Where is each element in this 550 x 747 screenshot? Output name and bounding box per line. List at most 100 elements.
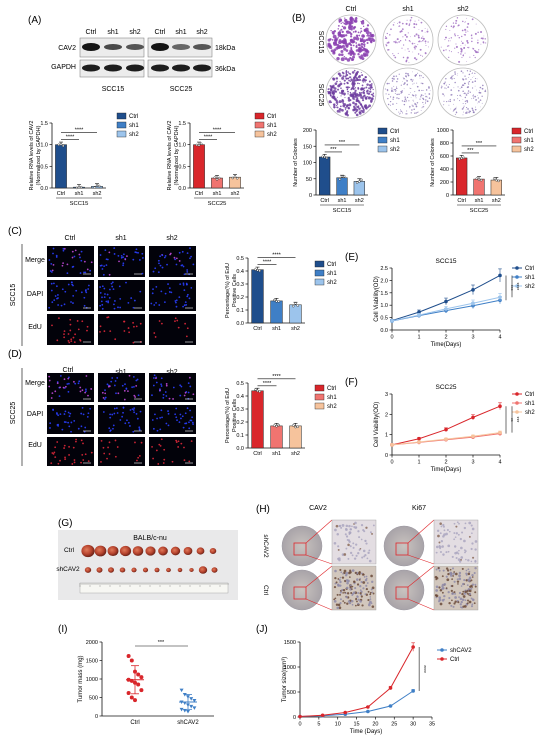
cell-nucleus [87,460,90,463]
y-axis-label: Percentage(%) of EdU [225,263,231,318]
colony-dot [404,34,407,36]
cell-nucleus [70,340,73,343]
colony-dot [415,33,418,36]
legend-swatch [377,127,388,135]
cell-nucleus [120,256,123,259]
legend-label: sh1 [129,123,139,129]
ihc-cell [456,521,459,524]
legend-label: Ctrl [450,657,459,663]
colony-dot [480,30,483,34]
colony-dot [347,90,349,93]
tumor-photo: BALB/c-nu Ctrl shCAV2 [56,530,238,600]
cell-nucleus [190,286,193,289]
cell-nucleus [103,296,106,299]
colony-dot [362,43,366,46]
colony-dot [413,35,416,37]
cell-nucleus [79,256,81,259]
cell-nucleus [160,377,163,380]
cell-nucleus [127,390,129,393]
colony-dot [425,101,427,103]
blot-band [151,43,169,51]
colony-dot [344,97,346,99]
ihc-cell [363,576,366,578]
ihc-col-label: CAV2 [309,505,327,512]
colony-dot [410,96,412,98]
cell-nucleus [189,385,192,388]
cell-nucleus [67,390,70,393]
colony-dot [368,38,371,40]
colony-dot [464,96,467,99]
edu-image-grid-scc25: Ctrl sh1 sh2 Merge DAPI EdU SCC25 [10,367,178,466]
cell-nucleus [80,461,82,464]
colony-dot [405,60,408,63]
colony-dot [403,88,405,90]
cell-nucleus [67,411,70,414]
data-point [233,175,237,178]
colony-dot [367,89,369,91]
ihc-cell [453,602,456,605]
colony-dot [352,78,356,82]
colony-plate [382,14,434,66]
colony-dot [402,77,404,78]
cell-nucleus [84,271,87,274]
colony-dot [340,49,344,53]
colony-dot [361,74,364,77]
colony-dot [406,113,408,115]
legend-label: sh2 [327,404,337,410]
cell-nucleus [99,264,102,267]
cell-nucleus [117,392,120,395]
colony-dot [413,57,416,60]
colony-dot [470,34,473,37]
ihc-core [383,569,425,611]
cell-nucleus [119,306,122,309]
colony-dot [354,89,357,92]
data-point [235,177,239,180]
colony-dot [465,103,467,105]
colony-dot [356,100,358,102]
colony-dot [410,36,411,38]
colony-dot [329,38,332,41]
data-point [497,179,500,183]
cell-nucleus [108,441,111,444]
y-axis-label: Number of Colonies [430,138,436,187]
cell-nucleus [68,454,70,456]
edu-col-label: sh2 [166,369,177,376]
bar [270,425,283,449]
colony-dot [369,90,372,93]
data-point [444,299,448,304]
cell-nucleus [153,304,156,306]
colony-dot [443,95,445,97]
colony-dot [342,75,345,78]
cell-nucleus [55,412,58,414]
x-tick-label: 0 [298,722,301,728]
colony-dot [409,105,411,108]
ihc-cell [342,589,346,592]
colony-dot [395,90,397,92]
colony-dot [482,84,484,87]
cell-nucleus [89,407,92,410]
colony-dot [461,84,464,86]
ihc-cell [343,601,346,604]
y-tick-label: 100 [303,161,312,167]
ihc-cell [457,583,459,585]
ihc-cell [342,600,345,602]
cell-nucleus [101,268,104,270]
colony-dot [353,36,357,40]
ihc-cell [347,543,350,547]
colony-dot [395,109,397,111]
bar [251,390,264,449]
cell-nucleus [136,378,139,381]
colony-dot [331,90,334,94]
x-tick-label: 35 [429,722,435,728]
cell-nucleus [186,269,189,271]
ihc-cell [441,575,444,578]
colony-dot [354,79,357,82]
x-tick-label: sh2 [355,198,364,204]
cell-nucleus [174,301,177,304]
cell-nucleus [186,407,189,410]
cell-nucleus [132,430,135,433]
ihc-cell [345,595,348,599]
colony-dot [422,106,423,108]
ihc-cell [343,569,347,573]
colony-dot [349,56,352,60]
